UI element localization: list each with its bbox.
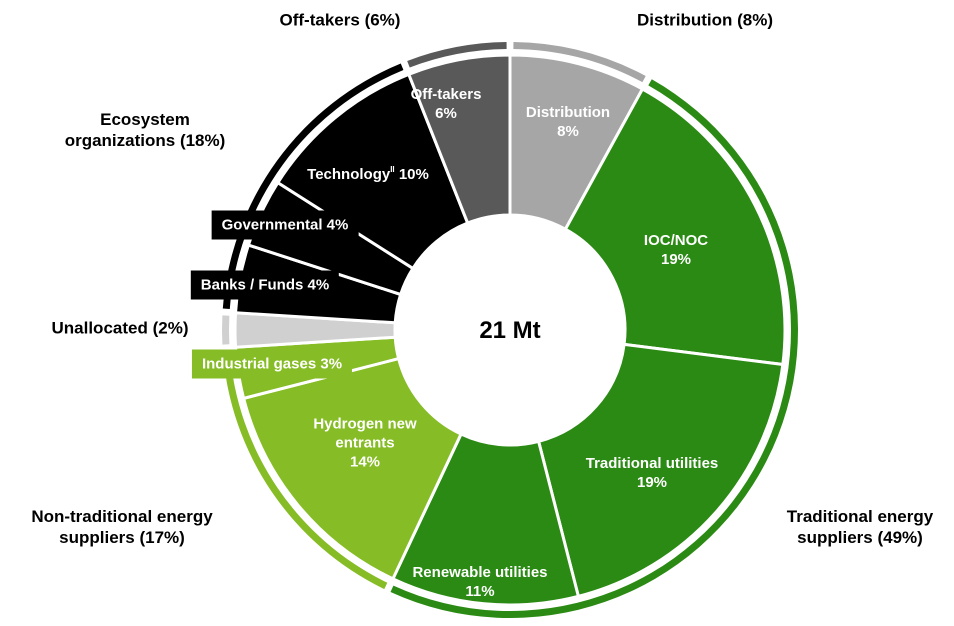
footnote-mark: II [390,165,395,174]
center-label: 21 Mt [479,317,540,344]
donut-segment [536,342,785,599]
segment-label: Hydrogen new entrants 14% [308,415,423,472]
group-label: Non-traditional energy suppliers (17%) [2,506,242,548]
segment-label: TechnologyII 10% [307,160,429,184]
segment-value: 4% [326,216,349,234]
segment-label: IOC/NOC 19% [644,231,708,269]
donut-segment [390,432,581,607]
donut-segment [241,356,464,581]
segment-value: 3% [320,355,343,373]
segment-value: 14% [349,453,381,471]
segment-name: Banks / Funds [200,276,304,294]
group-ring [222,315,230,345]
segment-name: Governmental [221,216,323,234]
segment-label: Renewable utilities 11% [412,563,547,601]
group-label: Ecosystem organizations (18%) [45,109,245,151]
segment-name: Traditional utilities [585,455,719,472]
segment-label: Traditional utilities 19% [586,454,719,492]
group-name: Non-traditional energy suppliers [31,507,213,547]
segment-value: 4% [307,276,330,294]
segment-name: Industrial gases [201,355,317,373]
group-name: Off-takers [279,10,360,30]
segment-value: 19% [636,474,668,491]
segment-value: 11% [465,583,495,600]
group-label: Off-takers (6%) [240,10,440,31]
segment-name: IOC/NOC [643,232,709,249]
group-name: Unallocated [51,318,148,338]
segment-name: Distribution [525,104,611,121]
segment-label: Distribution 8% [526,103,610,141]
donut-segment [563,86,787,367]
segment-label: Industrial gases 3% [191,349,353,379]
segment-name: Off-takers [410,86,482,103]
segment-label: Governmental 4% [211,210,359,240]
group-value: (18%) [179,131,226,150]
group-ring [407,42,507,68]
group-value: (49%) [877,528,923,547]
group-label: Unallocated (2%) [20,318,220,339]
segment-name: Hydrogen new entrants [313,415,417,452]
group-value: (8%) [737,10,774,30]
group-label: Distribution (8%) [555,10,855,31]
segment-value: 10% [398,166,429,183]
segment-name: Technology [307,166,391,183]
segment-label: Banks / Funds 4% [190,270,340,300]
group-value: (17%) [139,528,185,547]
segment-name: Renewable utilities [412,564,548,581]
donut-segment [406,53,512,226]
group-value: (6%) [364,10,401,30]
group-label: Traditional energy suppliers (49%) [765,506,954,548]
group-name: Ecosystem organizations [64,110,190,150]
segment-label: Off-takers 6% [411,85,482,123]
segment-value: 8% [557,123,579,140]
group-value: (2%) [152,318,189,338]
group-name: Traditional energy suppliers [786,507,934,547]
group-name: Distribution [636,10,733,30]
group-ring [513,42,646,83]
segment-value: 19% [660,251,692,268]
segment-value: 6% [435,105,457,122]
